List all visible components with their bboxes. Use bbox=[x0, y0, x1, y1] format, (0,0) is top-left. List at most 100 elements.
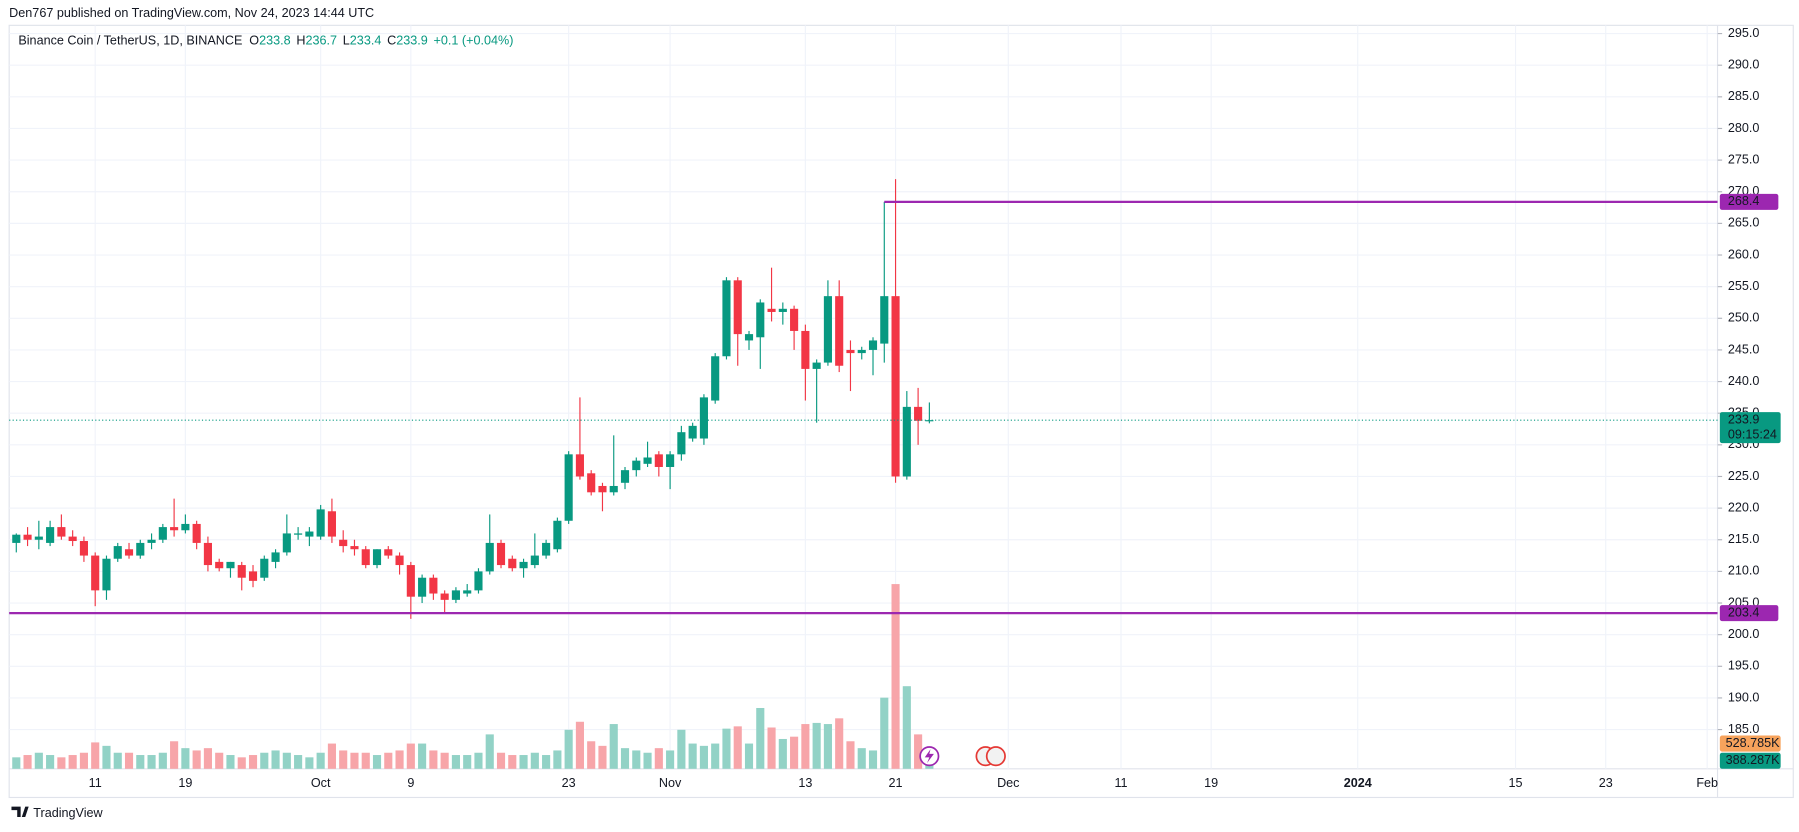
volume-bar bbox=[12, 757, 21, 769]
published-note: Den767 published on TradingView.com, Nov… bbox=[9, 6, 374, 20]
price-tag-label: 268.4 bbox=[1728, 194, 1760, 208]
event-icons bbox=[919, 746, 1006, 767]
candle-body bbox=[136, 542, 145, 556]
candle-body bbox=[384, 549, 393, 556]
x-tick-label: 11 bbox=[1114, 776, 1127, 790]
volume-bar bbox=[57, 757, 66, 769]
candle-body bbox=[158, 527, 167, 540]
candle-body bbox=[632, 460, 641, 471]
volume-bar bbox=[350, 752, 359, 769]
volume-bar bbox=[902, 686, 911, 769]
y-tick-label: 250.0 bbox=[1728, 311, 1760, 325]
candle-body bbox=[361, 549, 370, 566]
candle-body bbox=[147, 539, 156, 543]
candle-body bbox=[34, 536, 43, 540]
ohlc-letter: H bbox=[296, 34, 305, 48]
volume-bar bbox=[327, 743, 336, 769]
volume-bar bbox=[632, 750, 641, 769]
volume-bar bbox=[609, 724, 618, 769]
y-tick-label: 245.0 bbox=[1728, 342, 1760, 356]
candle-body bbox=[23, 534, 32, 540]
y-tick-label: 185.0 bbox=[1728, 722, 1760, 736]
volume-bar bbox=[587, 741, 596, 769]
candle-body bbox=[395, 555, 404, 566]
volume-bar bbox=[812, 722, 821, 769]
volume-bar bbox=[767, 727, 776, 769]
ohlc-value: 233.8 bbox=[259, 34, 291, 48]
volume-bar bbox=[496, 752, 506, 769]
candle-body bbox=[440, 593, 449, 600]
volume-bar bbox=[846, 741, 855, 769]
volume-bar bbox=[666, 750, 675, 769]
candle-body bbox=[835, 296, 844, 366]
x-tick-label: Nov bbox=[659, 776, 682, 790]
volume-bar bbox=[248, 755, 258, 769]
volume-bar bbox=[46, 755, 55, 769]
symbol: Binance Coin / TetherUS, 1D, BINANCE bbox=[18, 34, 242, 48]
ohlc-value: 233.9 bbox=[396, 34, 428, 48]
candle-body bbox=[463, 590, 472, 594]
countdown: 09:15:24 bbox=[1728, 427, 1777, 441]
candle-body bbox=[485, 542, 494, 572]
candle-layer bbox=[12, 179, 934, 619]
volume-bar bbox=[361, 752, 370, 769]
volume-bar bbox=[136, 755, 145, 769]
volume-bar bbox=[192, 750, 201, 769]
y-tick-label: 210.0 bbox=[1728, 564, 1760, 578]
y-tick-label: 275.0 bbox=[1728, 152, 1760, 166]
volume-bar bbox=[102, 745, 111, 769]
y-tick-label: 295.0 bbox=[1728, 26, 1760, 40]
volume-ma-tag bbox=[1719, 735, 1781, 752]
y-tick-label: 290.0 bbox=[1728, 58, 1760, 72]
y-tick-label: 265.0 bbox=[1728, 216, 1760, 230]
candle-body bbox=[767, 308, 776, 312]
volume-bar bbox=[891, 584, 900, 769]
ohlc-letter: C bbox=[387, 34, 396, 48]
volume-bar bbox=[914, 734, 923, 769]
candle-body bbox=[891, 296, 900, 477]
volume-bar bbox=[553, 750, 562, 769]
candle-body bbox=[609, 485, 618, 493]
candle-body bbox=[542, 542, 551, 556]
volume-bar bbox=[857, 748, 866, 769]
logo: TradingView bbox=[11, 806, 104, 820]
candle-body bbox=[91, 555, 100, 591]
candle-body bbox=[215, 561, 224, 569]
candle-body bbox=[327, 511, 336, 537]
candle-body bbox=[868, 340, 878, 350]
volume-bar bbox=[598, 745, 607, 769]
last-price-label: 233.9 bbox=[1728, 412, 1760, 426]
candle-body bbox=[812, 362, 821, 369]
volume-bar bbox=[339, 750, 348, 769]
grid bbox=[9, 25, 1718, 769]
candle-body bbox=[744, 334, 754, 341]
candle-body bbox=[124, 549, 134, 556]
candle-body bbox=[418, 577, 427, 597]
candle-body bbox=[564, 454, 573, 521]
volume-bar bbox=[823, 724, 832, 769]
volume-bar bbox=[294, 755, 303, 769]
candle-body bbox=[722, 280, 731, 357]
candle-body bbox=[496, 542, 506, 566]
volume-bar bbox=[305, 757, 314, 769]
volume-bar bbox=[181, 748, 190, 769]
candle-body bbox=[79, 541, 88, 556]
candle-body bbox=[181, 523, 190, 531]
ohlc-letter: L bbox=[343, 34, 350, 48]
candle-body bbox=[282, 533, 291, 553]
volume-bar bbox=[372, 755, 382, 769]
candle-body bbox=[846, 349, 855, 354]
volume-layer bbox=[12, 584, 934, 769]
candle-body bbox=[339, 539, 348, 547]
candle-body bbox=[677, 432, 686, 455]
x-tick-label: 15 bbox=[1509, 776, 1523, 790]
volume-bar bbox=[23, 755, 32, 769]
volume-bar bbox=[395, 750, 404, 769]
ohlc-value: 236.7 bbox=[305, 34, 337, 48]
volume-bar bbox=[79, 752, 88, 769]
candle-body bbox=[823, 296, 832, 363]
candle-body bbox=[530, 555, 539, 566]
volume-bar bbox=[711, 743, 720, 769]
volume-bar bbox=[542, 755, 551, 769]
